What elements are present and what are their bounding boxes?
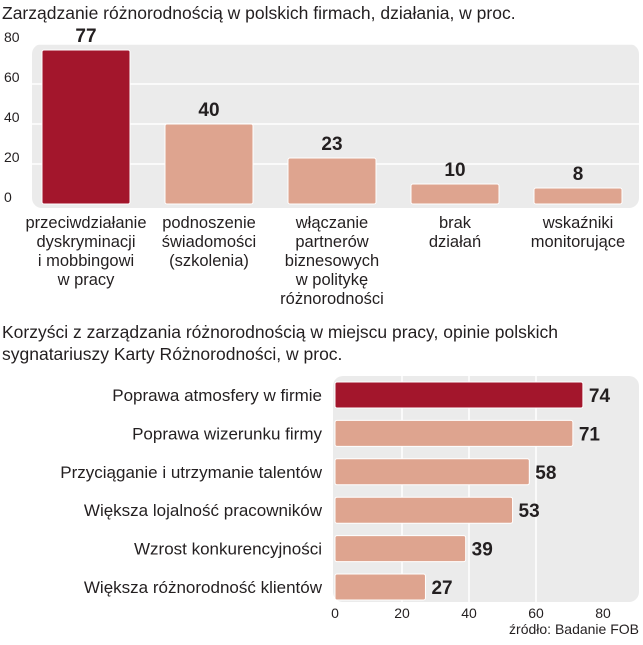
top-bar [41,49,131,205]
source-note: źródło: Badanie FOB [509,621,639,637]
top-bar [533,187,623,205]
top-chart-title: Zarządzanie różnorodnością w polskich fi… [2,3,516,23]
bottom-chart-title-line-2: sygnatariuszy Karty Różnorodności, w pro… [2,344,342,364]
top-category-label-line: dyskryminacji [36,233,135,251]
bottom-bar [334,573,426,601]
bottom-x-tick-label: 60 [528,605,544,621]
top-category-label-line: działań [429,233,481,251]
top-category-label-line: biznesowych [285,252,379,270]
bottom-category-label: Wzrost konkurencyjności [134,540,322,559]
bottom-bar-value-label: 74 [589,386,611,407]
top-y-tick-label: 0 [4,189,12,205]
top-category-label-line: wskaźniki [542,214,614,232]
top-category-label: włączanie partnerów biznesowych w politykę r… [280,214,384,308]
bottom-x-tick-label: 40 [461,605,477,621]
bottom-bar-value-label: 58 [535,463,556,484]
top-category-label-line: monitorujące [531,233,625,251]
bottom-bar [334,381,584,409]
bottom-chart-title-line-1: Korzyści z zarządzania różnorodnością w … [2,322,558,342]
bottom-category-label: Większa różnorodność klientów [84,578,323,597]
top-bar [164,123,254,205]
top-category-label-line: przeciwdziałanie [25,214,146,232]
top-bar-value-label: 40 [198,100,219,121]
top-category-label: podnoszenie świadomości (szkolenia) [162,214,256,270]
top-bar [410,183,500,205]
bottom-category-label: Poprawa atmosfery w firmie [112,386,322,405]
top-category-label-line: (szkolenia) [169,252,249,270]
bottom-x-tick-label: 80 [595,605,611,621]
bottom-bar-value-label: 39 [472,540,493,561]
top-category-label-line: partnerów [295,233,368,251]
bottom-category-label: Większa lojalność pracowników [84,501,323,520]
top-bar-value-label: 77 [75,26,96,47]
bottom-bar [334,419,574,447]
bottom-bar-value-label: 71 [579,424,601,445]
top-bar-value-label: 10 [444,160,465,181]
top-y-tick-label: 80 [4,29,20,45]
bottom-category-label: Przyciąganie i utrzymanie talentów [60,463,322,482]
top-category-label: przeciwdziałanie dyskryminacji i mobbingow… [25,214,146,289]
bottom-chart-panel [333,376,639,602]
top-category-label-line: w pracy [57,271,116,289]
top-y-tick-label: 40 [4,109,20,125]
top-category-label-line: i mobbingowi [38,252,134,270]
top-category-label-line: różnorodności [280,290,384,308]
top-category-label-line: włączanie [295,214,368,232]
top-category-label-line: w politykę [295,271,368,289]
top-bar-value-label: 23 [321,134,342,155]
top-y-tick-label: 20 [4,149,20,165]
bottom-bar [334,535,467,563]
bottom-x-tick-label: 20 [394,605,410,621]
top-category-label-line: brak [439,214,472,232]
top-category-label: wskaźniki monitorujące [531,214,625,251]
top-y-tick-label: 60 [4,69,20,85]
top-bar-value-label: 8 [573,164,584,185]
bottom-bar-value-label: 53 [519,501,540,522]
top-bar [287,157,377,205]
top-category-label-line: świadomości [162,233,256,251]
bottom-bar [334,458,530,486]
bottom-category-label: Poprawa wizerunku firmy [132,424,322,443]
bottom-bar [334,496,514,524]
top-category-label: brak działań [429,214,481,251]
top-category-label-line: podnoszenie [162,214,256,232]
bottom-x-tick-label: 0 [331,605,339,621]
bottom-bar-value-label: 27 [431,578,452,599]
